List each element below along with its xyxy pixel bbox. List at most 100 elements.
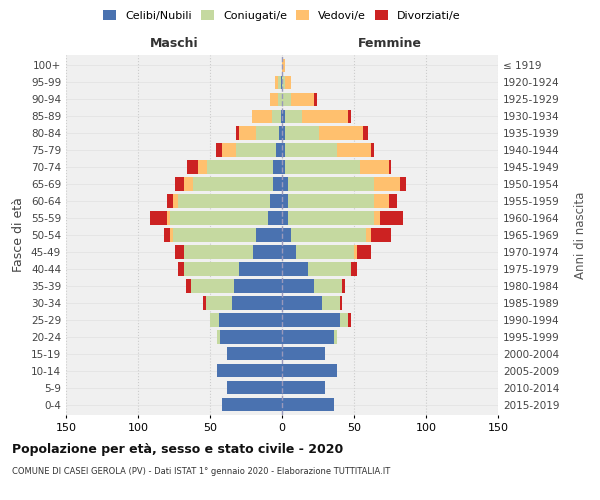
Bar <box>354 246 357 258</box>
Bar <box>288 212 374 224</box>
Bar <box>170 212 268 224</box>
Bar <box>281 76 282 89</box>
Bar <box>239 262 282 276</box>
Bar <box>175 178 184 190</box>
Bar <box>207 160 274 173</box>
Bar <box>268 212 282 224</box>
Bar <box>164 228 170 241</box>
Y-axis label: Fasce di età: Fasce di età <box>13 198 25 272</box>
Bar <box>184 178 193 190</box>
Bar <box>278 92 282 106</box>
Bar <box>282 110 285 123</box>
Bar <box>191 280 235 292</box>
Text: Femmine: Femmine <box>358 37 422 50</box>
Bar <box>360 160 389 173</box>
Bar <box>236 144 276 156</box>
Bar <box>274 178 282 190</box>
Bar <box>282 194 288 207</box>
Bar <box>221 398 282 411</box>
Bar <box>184 262 239 276</box>
Bar <box>210 314 218 326</box>
Bar <box>282 330 334 344</box>
Bar <box>282 314 340 326</box>
Bar <box>380 212 403 224</box>
Bar <box>290 228 365 241</box>
Bar <box>184 246 253 258</box>
Bar <box>252 110 272 123</box>
Bar <box>271 194 282 207</box>
Bar <box>389 194 397 207</box>
Bar <box>290 92 314 106</box>
Bar <box>285 126 319 140</box>
Bar <box>351 262 357 276</box>
Bar <box>296 246 354 258</box>
Bar <box>362 126 368 140</box>
Bar <box>220 330 282 344</box>
Bar <box>357 246 371 258</box>
Bar <box>203 296 206 310</box>
Bar <box>185 280 191 292</box>
Bar <box>337 144 371 156</box>
Bar <box>285 160 360 173</box>
Bar <box>217 330 220 344</box>
Bar <box>178 194 271 207</box>
Y-axis label: Anni di nascita: Anni di nascita <box>574 192 587 278</box>
Bar <box>282 381 325 394</box>
Bar <box>274 160 282 173</box>
Bar <box>206 296 232 310</box>
Bar <box>227 347 282 360</box>
Bar <box>173 228 256 241</box>
Bar <box>282 76 285 89</box>
Bar <box>285 76 290 89</box>
Bar <box>227 381 282 394</box>
Bar <box>285 144 337 156</box>
Bar <box>282 160 285 173</box>
Bar <box>173 194 178 207</box>
Bar <box>389 160 391 173</box>
Bar <box>314 280 343 292</box>
Bar <box>232 296 282 310</box>
Bar <box>175 246 184 258</box>
Bar <box>314 92 317 106</box>
Bar <box>170 228 173 241</box>
Bar <box>275 76 278 89</box>
Bar <box>221 144 236 156</box>
Bar <box>288 194 374 207</box>
Bar <box>400 178 406 190</box>
Legend: Celibi/Nubili, Coniugati/e, Vedovi/e, Divorziati/e: Celibi/Nubili, Coniugati/e, Vedovi/e, Di… <box>103 10 461 21</box>
Bar <box>282 364 337 378</box>
Bar <box>348 110 351 123</box>
Bar <box>374 178 400 190</box>
Bar <box>276 144 282 156</box>
Bar <box>334 330 337 344</box>
Bar <box>281 110 282 123</box>
Bar <box>187 160 199 173</box>
Bar <box>282 398 334 411</box>
Bar <box>285 110 302 123</box>
Bar <box>371 228 391 241</box>
Bar <box>282 296 322 310</box>
Bar <box>282 144 285 156</box>
Bar <box>217 364 282 378</box>
Text: Maschi: Maschi <box>149 37 199 50</box>
Text: Popolazione per età, sesso e stato civile - 2020: Popolazione per età, sesso e stato civil… <box>12 442 343 456</box>
Bar <box>340 296 343 310</box>
Bar <box>282 92 290 106</box>
Bar <box>272 110 281 123</box>
Bar <box>149 212 167 224</box>
Bar <box>218 314 282 326</box>
Bar <box>178 262 184 276</box>
Bar <box>374 194 389 207</box>
Bar <box>278 76 281 89</box>
Bar <box>167 194 173 207</box>
Bar <box>371 144 374 156</box>
Bar <box>282 246 296 258</box>
Bar <box>256 228 282 241</box>
Bar <box>256 126 279 140</box>
Bar <box>282 262 308 276</box>
Bar <box>340 314 348 326</box>
Bar <box>193 178 274 190</box>
Bar <box>322 296 340 310</box>
Bar <box>279 126 282 140</box>
Bar <box>216 144 221 156</box>
